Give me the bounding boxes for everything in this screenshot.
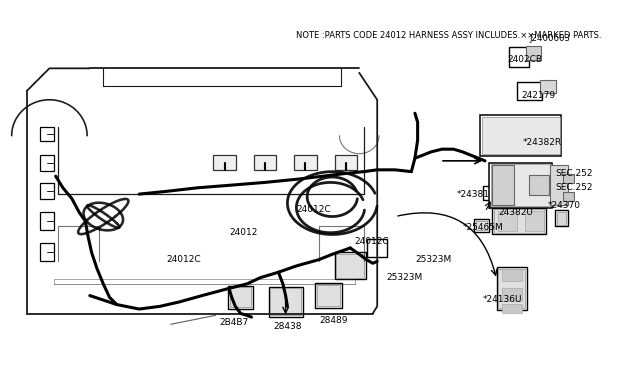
Bar xyxy=(269,286,303,317)
Text: *24370: *24370 xyxy=(548,201,581,210)
Text: NOTE :PARTS CODE 24012 HARNESS ASSY INCLUDES.××MARKED PARTS.: NOTE :PARTS CODE 24012 HARNESS ASSY INCL… xyxy=(296,31,602,39)
Bar xyxy=(228,286,253,309)
Text: 24012C: 24012C xyxy=(296,205,331,214)
Bar xyxy=(474,219,488,232)
Bar xyxy=(481,115,561,156)
Text: J2400603: J2400603 xyxy=(530,34,571,43)
Bar xyxy=(40,154,54,171)
Bar xyxy=(497,211,517,231)
Text: 28438: 28438 xyxy=(273,322,301,331)
Bar xyxy=(540,80,556,93)
Text: 2402CB: 2402CB xyxy=(508,55,543,64)
Text: *24381: *24381 xyxy=(456,190,489,199)
Bar xyxy=(563,192,574,201)
Bar xyxy=(270,288,301,315)
Bar xyxy=(483,186,501,201)
Text: 25323M: 25323M xyxy=(415,255,451,264)
Bar xyxy=(517,82,543,100)
Text: 28489: 28489 xyxy=(320,316,348,325)
Text: SEC.252: SEC.252 xyxy=(555,169,593,178)
Text: 242179: 242179 xyxy=(521,91,555,100)
Bar xyxy=(526,46,541,60)
Bar xyxy=(509,47,529,67)
Bar xyxy=(492,164,550,206)
Text: 24012C: 24012C xyxy=(355,237,389,246)
Bar xyxy=(253,155,276,170)
Bar xyxy=(502,269,522,281)
Bar xyxy=(492,208,546,234)
Bar xyxy=(499,269,525,308)
Bar xyxy=(502,304,522,312)
Bar xyxy=(40,244,54,262)
Bar xyxy=(335,155,357,170)
Text: *25465M: *25465M xyxy=(463,223,503,232)
Bar xyxy=(367,239,387,257)
Bar xyxy=(213,155,236,170)
Text: 24012: 24012 xyxy=(229,228,257,237)
Bar xyxy=(294,155,317,170)
Bar xyxy=(492,165,514,205)
Bar xyxy=(335,253,366,279)
Text: 2B4B7: 2B4B7 xyxy=(219,318,248,327)
Text: 25323M: 25323M xyxy=(386,273,422,282)
Bar xyxy=(230,288,252,307)
Text: 24382U: 24382U xyxy=(499,208,533,217)
Bar xyxy=(483,117,559,154)
Bar xyxy=(476,221,487,230)
Text: 24012C: 24012C xyxy=(166,255,201,264)
Bar xyxy=(497,267,527,310)
Bar xyxy=(494,209,544,233)
Bar xyxy=(557,212,566,225)
Bar xyxy=(317,285,340,307)
Bar xyxy=(40,212,54,230)
Bar xyxy=(316,283,342,308)
Bar xyxy=(337,254,364,278)
Bar xyxy=(529,175,548,195)
Bar xyxy=(490,163,552,208)
Bar xyxy=(563,174,574,183)
Text: SEC.252: SEC.252 xyxy=(555,183,593,192)
Bar xyxy=(40,127,54,141)
Bar xyxy=(555,210,568,227)
Bar xyxy=(525,211,544,231)
Text: *24382R: *24382R xyxy=(523,138,562,147)
Bar xyxy=(502,288,522,301)
Bar xyxy=(40,183,54,199)
Text: *24136U: *24136U xyxy=(483,295,523,304)
Bar xyxy=(550,165,568,205)
